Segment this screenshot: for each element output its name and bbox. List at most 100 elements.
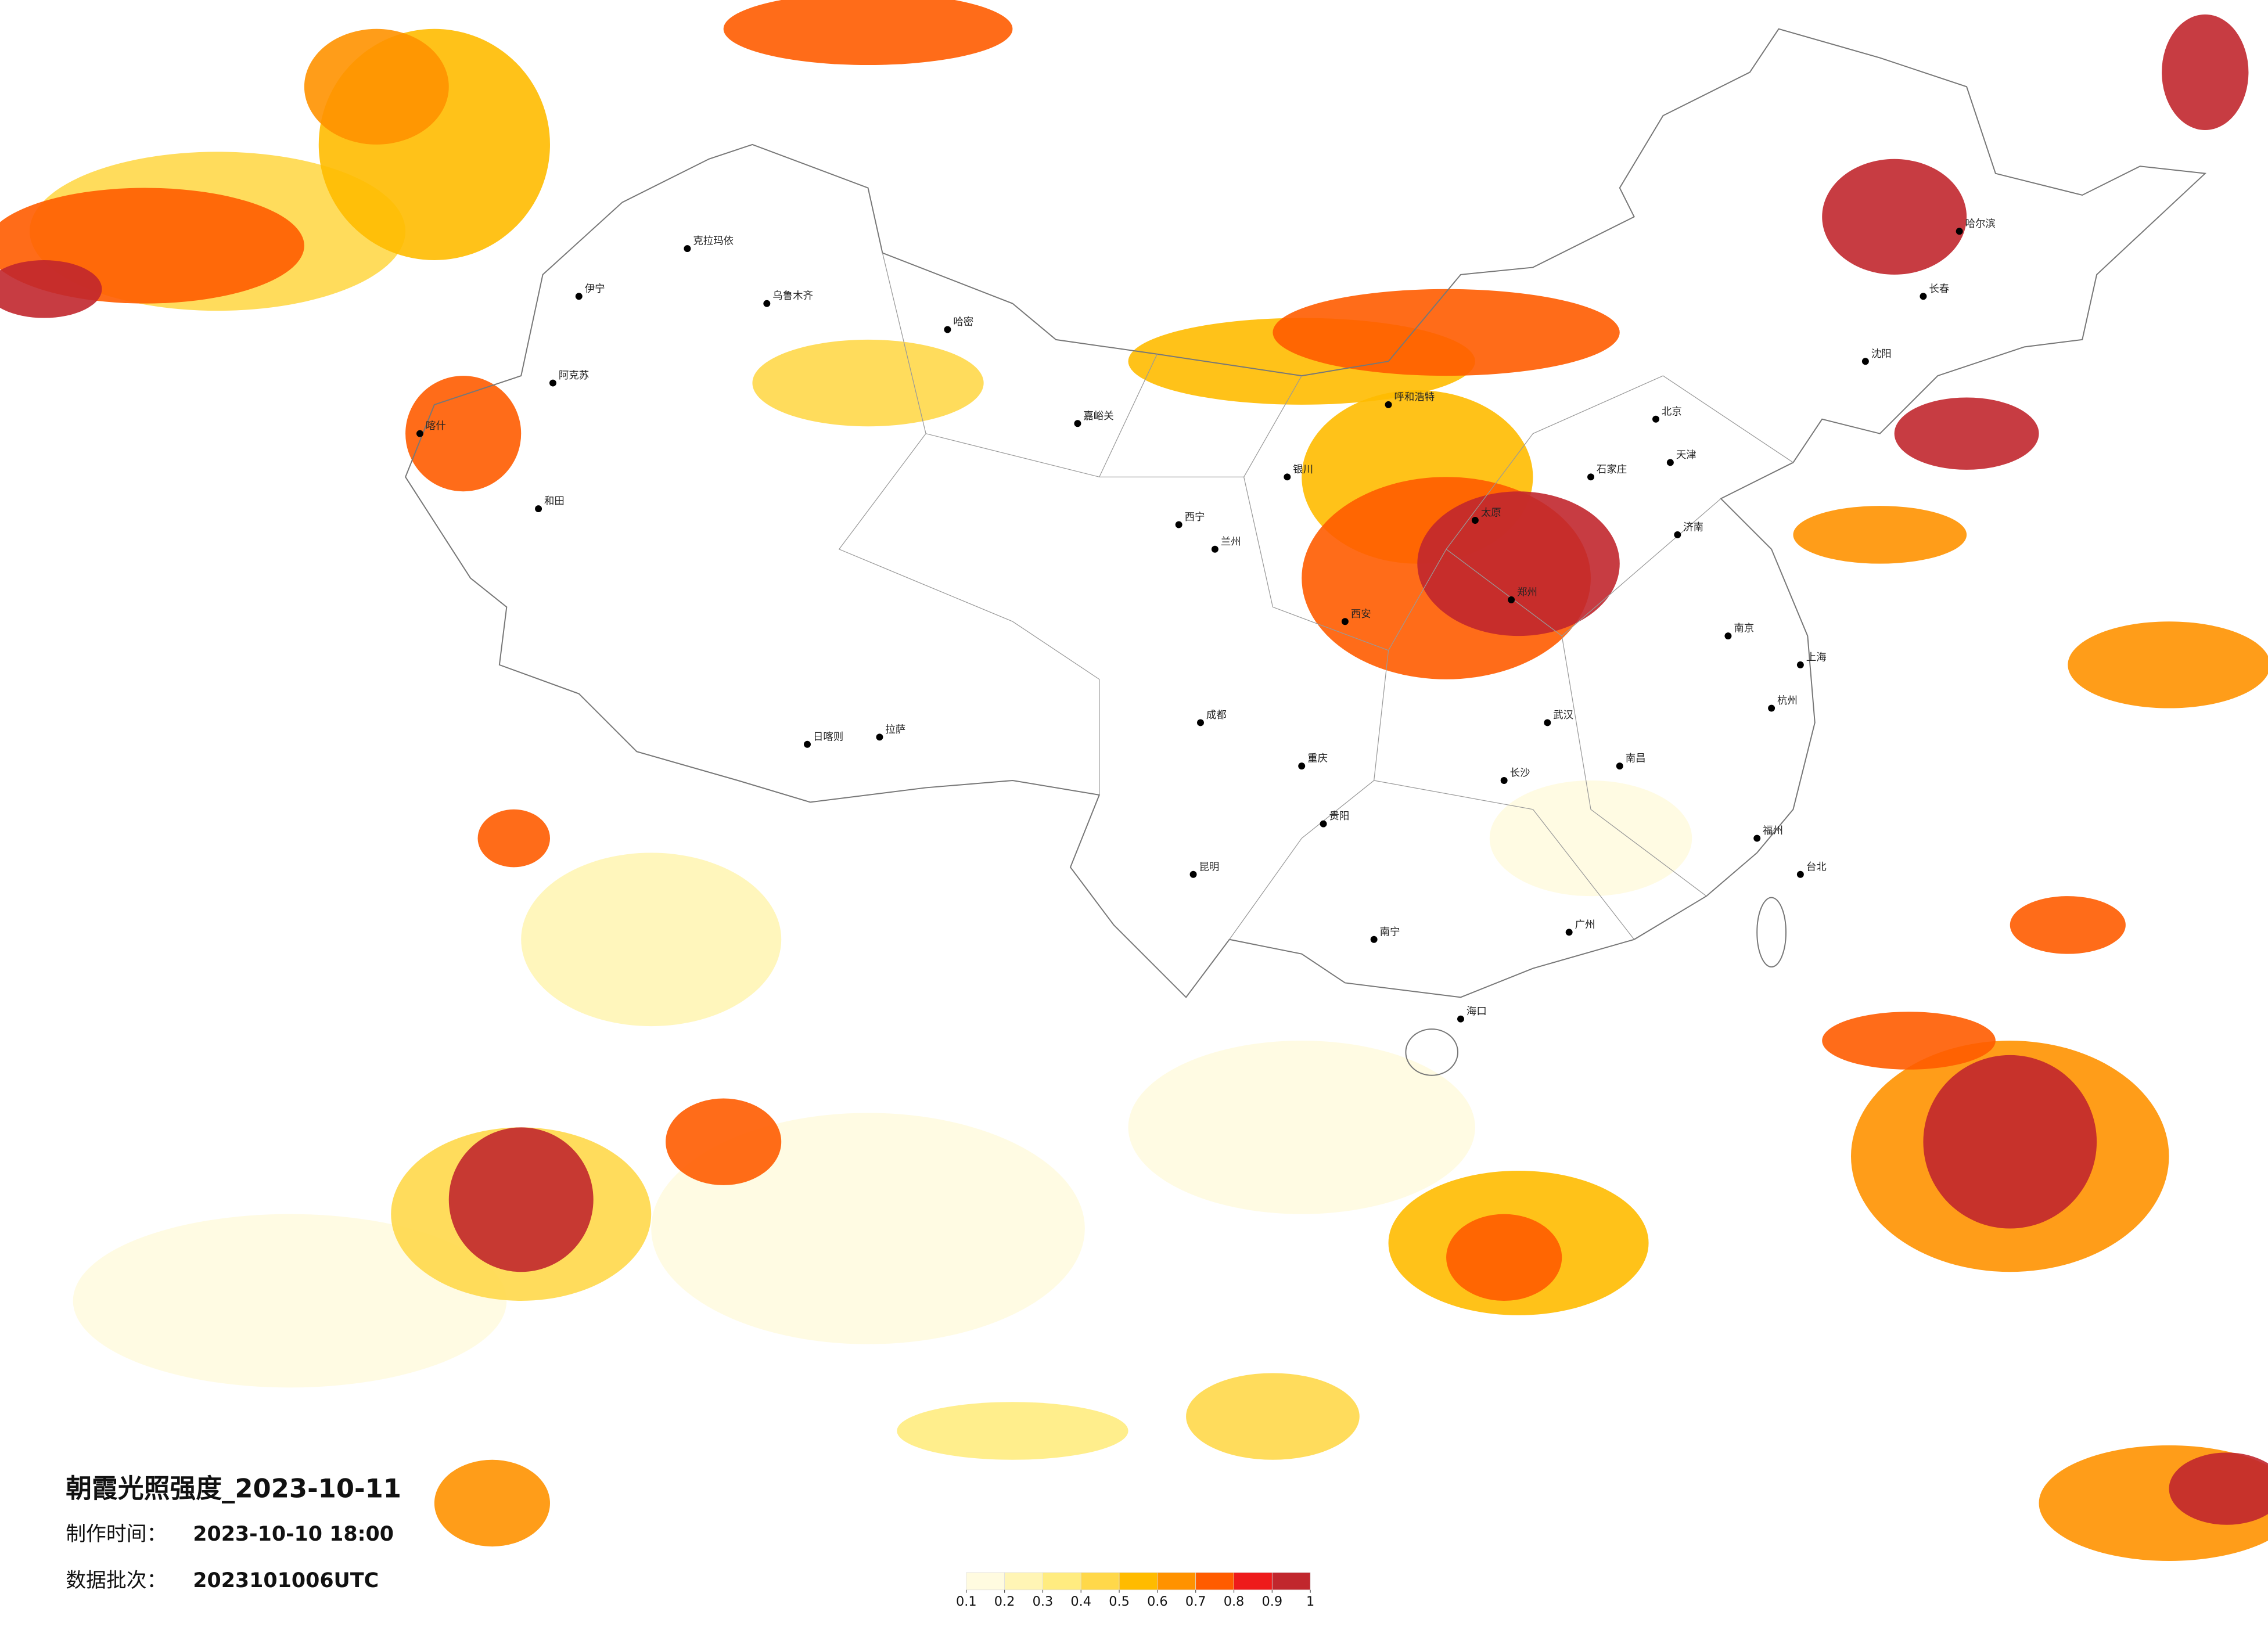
city-label: 伊宁 <box>585 283 605 295</box>
hainan-outline <box>1405 1028 1459 1076</box>
intensity-blob <box>1128 1041 1475 1214</box>
intensity-blob <box>1273 289 1620 376</box>
city-label: 南京 <box>1734 623 1754 635</box>
city-label: 成都 <box>1206 710 1227 721</box>
colorbar-swatch <box>966 1572 1005 1591</box>
city-label: 太原 <box>1481 508 1501 519</box>
intensity-field <box>0 0 2268 1561</box>
city-dot <box>1674 531 1681 538</box>
colorbar: 0.1 0.2 0.3 0.4 0.5 0.6 0.7 0.8 0.9 1 <box>956 1572 1314 1609</box>
city-label: 阿克苏 <box>559 370 589 382</box>
city-label: 天津 <box>1676 449 1696 461</box>
city-dot <box>1861 358 1869 365</box>
city-dot <box>1500 777 1508 784</box>
city-label: 南宁 <box>1380 926 1400 938</box>
intensity-blob <box>1894 397 2039 470</box>
city-label: 哈尔滨 <box>1965 218 1996 230</box>
intensity-blob <box>1822 159 1967 275</box>
intensity-blob <box>1186 1373 1360 1460</box>
colorbar-tick-label: 0.1 <box>956 1594 977 1609</box>
intensity-blob <box>73 1214 507 1388</box>
city-dot <box>1189 870 1197 878</box>
intensity-blob <box>1822 1012 1996 1070</box>
city-dot <box>876 733 883 741</box>
intensity-blob <box>1793 506 1967 564</box>
city-dot <box>804 740 811 748</box>
intensity-blob <box>752 339 984 427</box>
city-label: 重庆 <box>1307 753 1328 765</box>
city-label: 贵阳 <box>1329 811 1350 822</box>
info-label: 制作时间： <box>66 1523 167 1546</box>
city-label: 上海 <box>1806 652 1827 663</box>
city-dot <box>1796 870 1804 878</box>
intensity-blob <box>1417 491 1620 636</box>
city-dot <box>416 430 423 437</box>
city-dot <box>1652 415 1659 423</box>
city-dot <box>549 379 556 387</box>
city-dot <box>1587 473 1594 481</box>
city-dot <box>1753 834 1761 842</box>
colorbar-tick-label: 0.3 <box>1033 1594 1054 1609</box>
city-dot <box>1284 473 1291 481</box>
city-label: 呼和浩特 <box>1394 391 1435 403</box>
city-label: 济南 <box>1683 521 1703 533</box>
city-dot <box>1768 704 1775 712</box>
info-value: 2023-10-10 18:00 <box>193 1523 394 1546</box>
city-dot <box>1385 401 1392 408</box>
colorbar-tick-label: 0.2 <box>994 1594 1015 1609</box>
province-lines <box>838 253 1793 940</box>
info-value: 2023101006UTC <box>193 1569 379 1592</box>
taiwan-outline <box>1756 897 1787 968</box>
city-label: 克拉玛依 <box>693 236 734 247</box>
intensity-blob <box>2010 896 2126 954</box>
intensity-blob <box>1923 1055 2097 1229</box>
city-label: 台北 <box>1806 861 1827 873</box>
city-dot <box>1796 661 1804 668</box>
city-dot <box>1666 459 1674 466</box>
city-dot <box>1956 228 1963 235</box>
colorbar-swatch <box>1271 1572 1311 1591</box>
city-dot <box>1457 1015 1464 1023</box>
city-label: 沈阳 <box>1871 348 1892 360</box>
intensity-blob <box>1489 780 1692 897</box>
intensity-blob <box>0 260 102 318</box>
city-dot <box>1298 762 1306 770</box>
intensity-blob <box>521 852 782 1027</box>
city-label: 郑州 <box>1517 587 1537 598</box>
colorbar-swatch <box>1234 1572 1273 1591</box>
city-dot <box>1211 545 1219 553</box>
city-dot <box>1370 936 1378 943</box>
city-dot <box>1341 618 1349 625</box>
colorbar-swatch <box>1119 1572 1158 1591</box>
colorbar-tick-label: 0.7 <box>1185 1594 1206 1609</box>
city-dot <box>1544 719 1551 726</box>
city-label: 乌鲁木齐 <box>772 290 813 302</box>
intensity-blob <box>434 1459 550 1547</box>
colorbar-tick-label: 0.6 <box>1147 1594 1168 1609</box>
colorbar-swatch <box>1157 1572 1196 1591</box>
city-label: 北京 <box>1662 406 1682 418</box>
intensity-blob <box>304 28 449 145</box>
city-dot <box>1471 517 1479 524</box>
city-dot <box>944 326 951 333</box>
city-label: 银川 <box>1293 464 1313 476</box>
colorbar-tick-label: 0.8 <box>1224 1594 1245 1609</box>
city-label: 拉萨 <box>885 724 905 736</box>
city-label: 西安 <box>1351 609 1371 620</box>
city-label: 武汉 <box>1553 710 1573 721</box>
colorbar-swatch <box>1080 1572 1120 1591</box>
city-label: 嘉峪关 <box>1083 411 1113 422</box>
city-label: 喀什 <box>426 420 446 432</box>
intensity-blob <box>2162 14 2249 131</box>
intensity-blob <box>666 1098 782 1185</box>
city-label: 哈密 <box>953 316 973 328</box>
city-label: 杭州 <box>1777 695 1798 707</box>
city-label: 福州 <box>1763 825 1783 837</box>
city-label: 和田 <box>544 496 565 508</box>
city-dot <box>1508 596 1515 603</box>
city-dot <box>575 293 583 300</box>
intensity-blob <box>723 0 1013 65</box>
